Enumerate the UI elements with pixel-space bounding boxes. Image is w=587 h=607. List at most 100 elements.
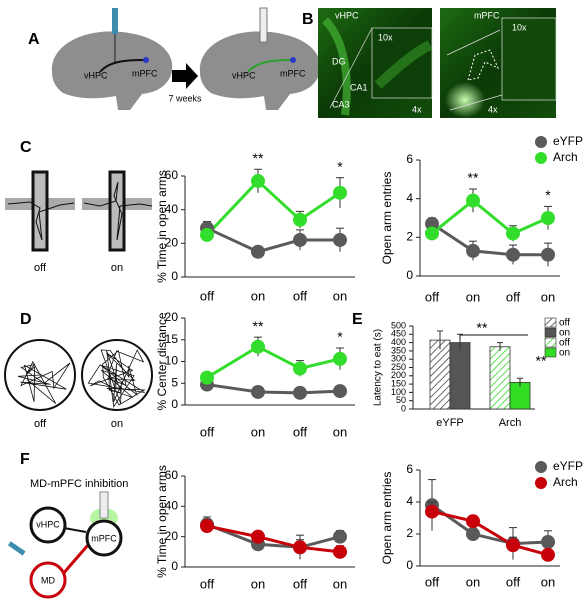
- arena: [81, 339, 153, 411]
- magnification-label: 4x: [488, 104, 498, 114]
- x-tick-label: Arch: [499, 417, 522, 429]
- data-point: [425, 504, 439, 519]
- condition-label: off: [34, 418, 47, 430]
- maze-c: off on: [5, 170, 153, 274]
- legend-label: Arch: [553, 475, 578, 489]
- y-tick-label: 200: [391, 370, 406, 380]
- y-tick-label: 500: [391, 320, 406, 330]
- node: [29, 506, 67, 544]
- y-tick-label: 400: [391, 337, 406, 347]
- circuit-title: MD-mPFC inhibition: [30, 478, 128, 490]
- x-tick-label: off: [506, 574, 521, 589]
- data-point: [333, 384, 347, 399]
- y-tick-label: 4: [406, 494, 413, 508]
- data-point: [466, 514, 480, 529]
- tissue-band: [374, 40, 433, 89]
- data-point: [293, 232, 307, 247]
- region-label: vHPC: [84, 70, 108, 80]
- connection: [63, 527, 87, 533]
- y-tick-label: 60: [165, 168, 179, 182]
- y-tick-label: 150: [391, 378, 406, 388]
- legend-marker: [535, 136, 547, 148]
- significance: *: [337, 329, 343, 345]
- data-point: [541, 211, 555, 225]
- track-trace: [83, 181, 153, 241]
- series-line: [205, 178, 341, 236]
- data-point: [541, 547, 555, 562]
- histology-b: vHPC 10x DG CA1 CA3 4x mPFC 10x 4x: [318, 8, 557, 118]
- legend-marker: [535, 477, 547, 489]
- open-arm: [31, 170, 49, 252]
- series-line: [206, 524, 341, 554]
- region-label: mPFC: [474, 10, 500, 20]
- open-arm: [108, 170, 126, 252]
- y-tick-label: 50: [396, 395, 406, 405]
- x-tick-label: eYFP: [436, 417, 464, 429]
- y-tick-label: 0: [171, 269, 178, 283]
- legend-marker: [535, 152, 547, 164]
- x-tick-label: off: [200, 424, 215, 439]
- y-tick-label: 40: [165, 202, 179, 216]
- x-tick-label: on: [251, 424, 265, 439]
- significance: *: [545, 187, 551, 203]
- data-point: [293, 385, 307, 400]
- y-axis-label: Open arm entries: [380, 472, 394, 565]
- x-tick-label: off: [200, 288, 215, 303]
- y-tick-label: 0: [406, 268, 413, 282]
- y-tick-label: 350: [391, 345, 406, 355]
- x-tick-label: on: [541, 289, 555, 304]
- data-point: [200, 519, 214, 534]
- x-tick-label: off: [293, 288, 308, 303]
- region-label: mPFC: [132, 68, 158, 78]
- projection: [247, 59, 294, 73]
- node-label: MD: [41, 575, 55, 585]
- series-line: [206, 383, 341, 395]
- border: [329, 27, 373, 109]
- data-point: [293, 361, 307, 376]
- panel-letter: F: [20, 451, 30, 468]
- region-label: vHPC: [335, 10, 359, 20]
- y-tick-label: 60: [165, 468, 179, 482]
- y-tick-label: 100: [391, 387, 406, 397]
- area-label: DG: [332, 56, 346, 66]
- y-tick-label: 2: [406, 526, 413, 540]
- y-axis-label: % Center distance: [155, 312, 169, 410]
- data-point: [251, 529, 265, 544]
- region-label: vHPC: [232, 70, 256, 80]
- y-tick-label: 40: [165, 499, 179, 513]
- node-label: mPFC: [91, 533, 117, 543]
- y-axis-label: Open arm entries: [380, 172, 394, 265]
- data-point: [541, 247, 555, 262]
- optic-fiber: [259, 7, 268, 43]
- y-axis-label: % Time in open arms: [155, 465, 169, 578]
- x-tick-label: off: [200, 576, 215, 591]
- data-point: [506, 226, 520, 241]
- x-tick-label: on: [251, 288, 265, 303]
- area-label: CA3: [332, 99, 350, 109]
- data-point: [541, 535, 555, 549]
- data-point: [333, 185, 347, 200]
- track-trace: [7, 201, 75, 241]
- x-tick-label: off: [425, 289, 440, 304]
- legend-label: off: [559, 338, 570, 349]
- y-tick-label: 450: [391, 329, 406, 339]
- series-line: [206, 226, 340, 254]
- magnification-label: 4x: [412, 104, 422, 114]
- bar: [489, 346, 511, 410]
- legend-label: on: [559, 328, 570, 339]
- legend-label: eYFP: [553, 134, 583, 148]
- x-tick-label: on: [251, 576, 265, 591]
- legend-label: off: [559, 318, 570, 329]
- projection: [99, 59, 146, 73]
- panel-letter: E: [352, 311, 363, 328]
- series-line: [206, 523, 341, 549]
- legend-swatch: [544, 347, 557, 358]
- y-tick-label: 20: [165, 310, 179, 324]
- zoom-label: 10x: [512, 22, 527, 32]
- data-point: [293, 540, 307, 555]
- y-tick-label: 0: [401, 403, 406, 413]
- data-point: [466, 193, 480, 208]
